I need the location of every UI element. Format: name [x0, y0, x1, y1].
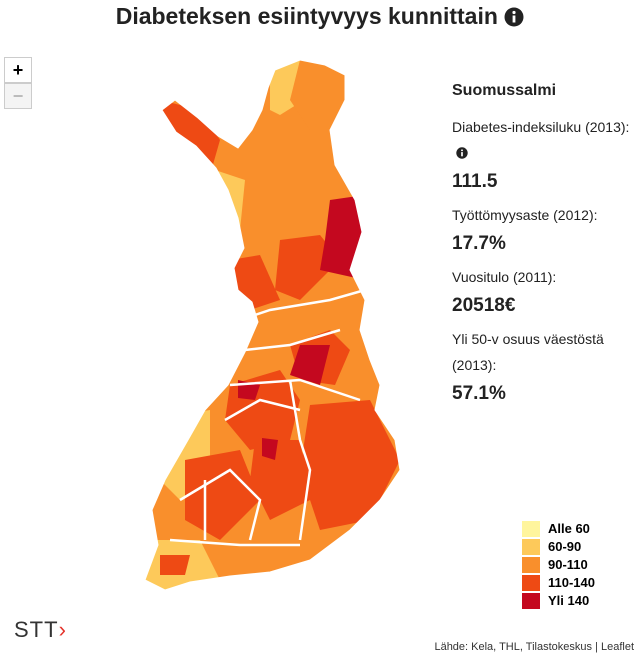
legend-item: 110-140 — [522, 575, 595, 591]
legend-label: 110-140 — [548, 575, 595, 590]
title: Diabeteksen esiintyvyys kunnittain — [0, 0, 640, 32]
attribution: Lähde: Kela, THL, Tilastokeskus | Leafle… — [434, 641, 634, 653]
legend-swatch — [522, 521, 540, 537]
zoom-in[interactable]: + — [4, 57, 32, 83]
legend-swatch — [522, 539, 540, 555]
field-label-text: Vuositulo (2011): — [452, 269, 557, 285]
field-value: 17.7% — [452, 233, 506, 254]
logo-text: STT — [14, 617, 59, 642]
legend-label: Alle 60 — [548, 521, 590, 536]
info-icon[interactable] — [504, 7, 524, 27]
municipality-name: Suomussalmi — [452, 82, 557, 99]
zoom-out[interactable]: − — [4, 83, 32, 109]
legend-label: Yli 140 — [548, 593, 590, 608]
field-value: 20518€ — [452, 295, 516, 316]
legend-item: 90-110 — [522, 557, 588, 573]
legend-swatch — [522, 575, 540, 591]
logo: STT› — [14, 617, 67, 642]
legend-swatch — [522, 593, 540, 609]
field-label: Yli 50-v osuus väestöstä (2013): — [452, 326, 637, 378]
legend-label: 90-110 — [548, 557, 588, 572]
field-label-text: Diabetes-indeksiluku (2013): — [452, 119, 630, 135]
legend-item: 60-90 — [522, 539, 581, 555]
legend-label: 60-90 — [548, 539, 582, 554]
info-icon[interactable] — [456, 147, 468, 159]
field-value: 57.1% — [452, 383, 506, 404]
info-panel: Suomussalmi Diabetes-indeksiluku (2013):… — [452, 78, 637, 414]
field-label: Diabetes-indeksiluku (2013): — [452, 114, 637, 166]
field-label: Vuositulo (2011): — [452, 264, 637, 290]
field-label-text: Työttömyysaste (2012): — [452, 207, 598, 223]
legend-item: Alle 60 — [522, 521, 590, 537]
legend-item: Yli 140 — [522, 593, 589, 609]
title-text: Diabeteksen esiintyvyys kunnittain — [115, 3, 498, 29]
field-value: 111.5 — [452, 171, 498, 192]
legend-swatch — [522, 557, 540, 573]
map[interactable] — [0, 0, 440, 610]
field-label-text: Yli 50-v osuus väestöstä (2013): — [452, 331, 604, 373]
field-label: Työttömyysaste (2012): — [452, 202, 637, 228]
